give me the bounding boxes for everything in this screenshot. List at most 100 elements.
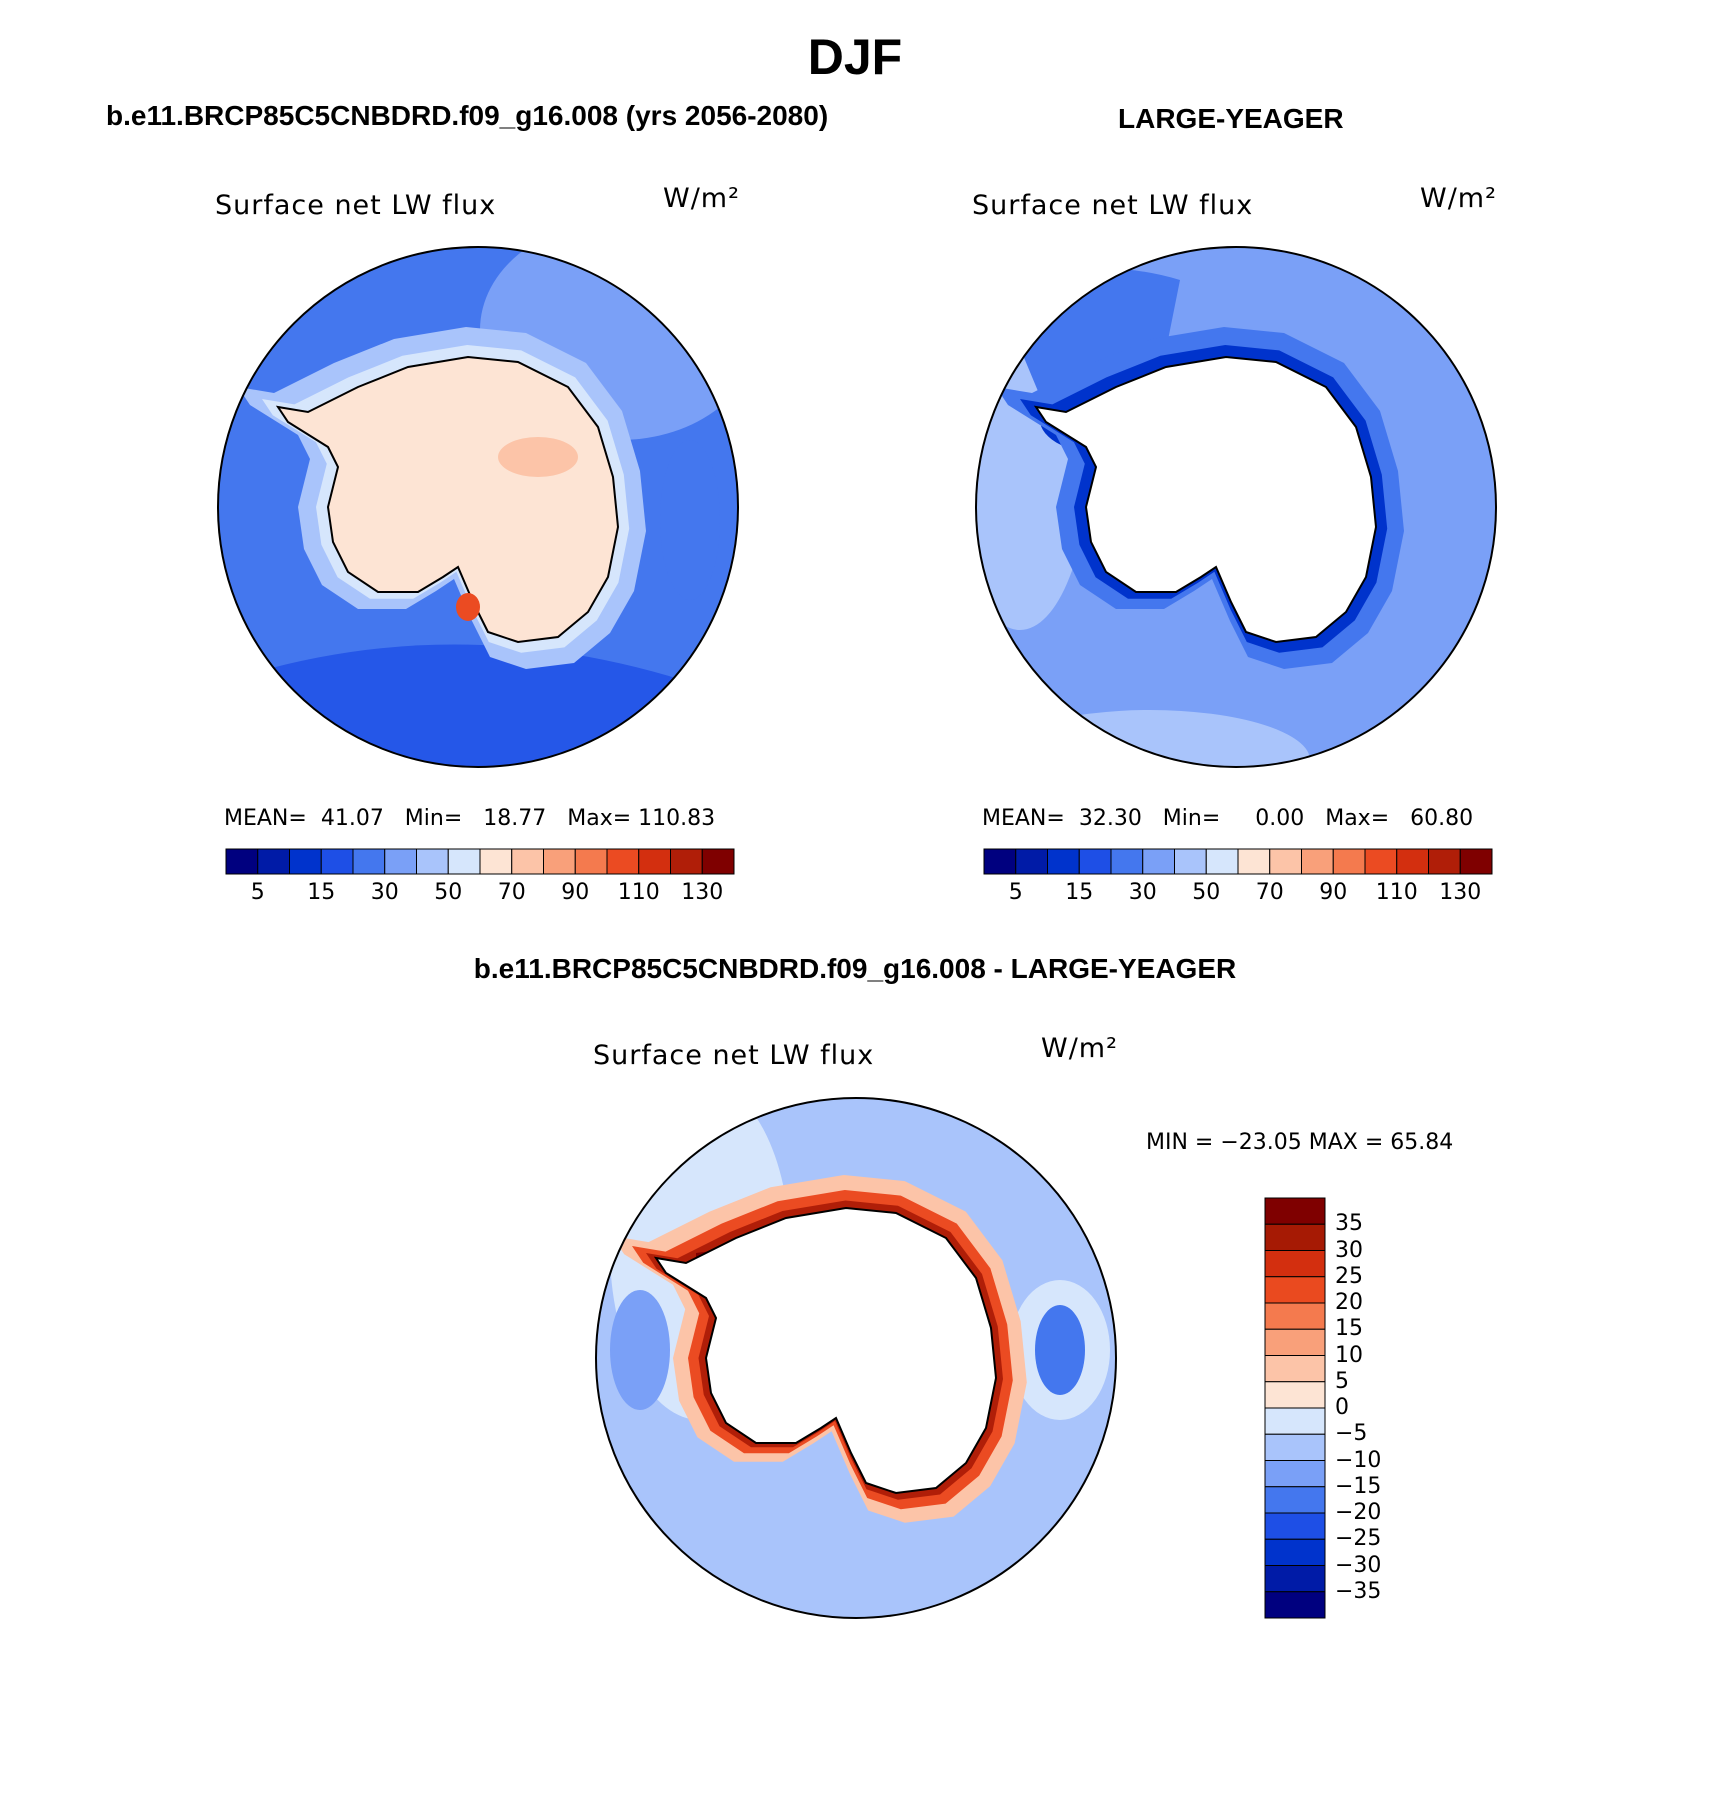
panel2-map-border	[975, 246, 1497, 768]
panel1-mean: 41.07	[320, 806, 384, 831]
panel3-colorbar-box	[1264, 1407, 1326, 1435]
panel1-colorbar-tick-label: 30	[370, 880, 399, 905]
panel1-colorbar-box	[416, 848, 449, 875]
panel2-case-title: LARGE-YEAGER	[1118, 103, 1344, 134]
panel1-colorbar-box	[670, 848, 703, 875]
panel3-colorbar-tick-label: −10	[1335, 1447, 1382, 1473]
panel3-colorbar-box	[1264, 1223, 1326, 1251]
panel3-colorbar-box	[1264, 1381, 1326, 1409]
panel1-colorbar-box	[384, 848, 417, 875]
panel2-colorbar-tick-label: 50	[1192, 880, 1221, 905]
panel1-colorbar-box	[543, 848, 576, 875]
panel3-colorbar-box	[1264, 1302, 1326, 1330]
panel1-colorbar-box	[511, 848, 544, 875]
panel3-colorbar-tick-label: 30	[1335, 1237, 1363, 1263]
panel3-colorbar-tick-label: −5	[1335, 1421, 1368, 1447]
panel1-colorbar-box	[352, 848, 386, 875]
panel1-colorbar-box	[479, 848, 513, 875]
panel1-colorbar-tick-label: 70	[497, 880, 526, 905]
panel2-colorbar-box	[1396, 848, 1429, 875]
panel3-colorbar-box	[1264, 1355, 1326, 1383]
panel2-colorbar-box	[1237, 848, 1271, 875]
panel2-min-label: Min=	[1162, 806, 1221, 831]
panel1-map-border	[217, 246, 739, 768]
panel2-colorbar-box	[1364, 848, 1398, 875]
panel3-colorbar-box	[1264, 1591, 1326, 1619]
panel2-colorbar-tick-label: 70	[1255, 880, 1284, 905]
panel3-units: W/m²	[1041, 1033, 1118, 1064]
panel1-colorbar-tick-label: 90	[561, 880, 590, 905]
panel2-max: 60.80	[1410, 806, 1474, 831]
panel1-max: 110.83	[638, 806, 716, 831]
panel1-colorbar	[225, 848, 735, 875]
panel2-colorbar-tick-label: 30	[1128, 880, 1157, 905]
panel2-units: W/m²	[1420, 183, 1497, 214]
panel2-colorbar	[983, 848, 1493, 875]
panel2-colorbar-box	[1142, 848, 1175, 875]
panel3-colorbar-box	[1264, 1433, 1326, 1461]
panel1-colorbar-box	[638, 848, 671, 875]
panel3-colorbar-tick-label: 5	[1335, 1368, 1349, 1394]
panel2-mean-label: MEAN=	[982, 806, 1065, 831]
panel3-minmax: MIN = −23.05 MAX = 65.84	[1146, 1130, 1454, 1155]
panel3-colorbar-box	[1264, 1250, 1326, 1278]
panel1-colorbar-box	[701, 848, 735, 875]
panel2-colorbar-box	[1301, 848, 1334, 875]
panel1-colorbar-box	[447, 848, 481, 875]
panel3-variable-title: Surface net LW flux	[593, 1040, 875, 1071]
panel2-colorbar-box	[983, 848, 1017, 875]
panel1-max-label: Max=	[567, 806, 632, 831]
panel3-colorbar-tick-label: −30	[1335, 1552, 1382, 1578]
panel3-colorbar-tick-label: 20	[1335, 1290, 1363, 1315]
panel2-colorbar-box	[1047, 848, 1080, 875]
panel2-colorbar-tick-label: 130	[1439, 880, 1482, 905]
page-title: DJF	[807, 29, 903, 85]
panel1-colorbar-tick-label: 130	[681, 880, 724, 905]
panel3-colorbar	[1264, 1197, 1326, 1619]
panel1-colorbar-box	[574, 848, 608, 875]
panel3-colorbar-tick-label: 0	[1335, 1395, 1349, 1420]
panel1-colorbar-box	[320, 848, 354, 875]
panel1-variable-title: Surface net LW flux	[215, 190, 497, 221]
panel2-colorbar-box	[1174, 848, 1207, 875]
panel3-colorbar-tick-label: 25	[1335, 1263, 1363, 1289]
panel2-colorbar-box	[1078, 848, 1112, 875]
panel2-colorbar-box	[1015, 848, 1048, 875]
panel2-mean: 32.30	[1078, 806, 1142, 831]
panel1-colorbar-box	[257, 848, 290, 875]
panel2-colorbar-box	[1459, 848, 1493, 875]
panel3-colorbar-tick-label: 10	[1335, 1342, 1363, 1368]
panel3-colorbar-tick-label: 15	[1335, 1316, 1363, 1342]
panel1-min-label: Min=	[404, 806, 463, 831]
panel2-colorbar-tick-label: 110	[1375, 880, 1418, 905]
panel3-colorbar-box	[1264, 1512, 1326, 1540]
panel1-colorbar-box	[289, 848, 322, 875]
panel2-colorbar-tick-label: 90	[1319, 880, 1348, 905]
panel2-colorbar-box	[1332, 848, 1366, 875]
panel2-min: 0.00	[1255, 806, 1305, 831]
panel2-variable-title: Surface net LW flux	[972, 190, 1254, 221]
panel3-colorbar-box	[1264, 1197, 1326, 1225]
panel1-colorbar-box	[606, 848, 640, 875]
panel3-case-title: b.e11.BRCP85C5CNBDRD.f09_g16.008 - LARGE…	[473, 953, 1237, 984]
panel2-colorbar-box	[1428, 848, 1461, 875]
panel1-stats: MEAN= 41.07 Min= 18.77 Max= 110.83	[224, 806, 715, 831]
panel1-case-title: b.e11.BRCP85C5CNBDRD.f09_g16.008 (yrs 20…	[106, 100, 829, 131]
panel1-mean-label: MEAN=	[224, 806, 307, 831]
panel3-colorbar-tick-label: −15	[1335, 1473, 1382, 1499]
panel1-min: 18.77	[483, 806, 547, 831]
panel2-colorbar-box	[1110, 848, 1144, 875]
panel1-colorbar-tick-label: 50	[434, 880, 463, 905]
panel3-colorbar-tick-label: −35	[1335, 1578, 1382, 1604]
panel3-colorbar-box	[1264, 1538, 1326, 1566]
panel2-map	[976, 247, 1496, 767]
panel3-colorbar-box	[1264, 1486, 1326, 1514]
panel3-colorbar-box	[1264, 1328, 1326, 1356]
panel3-colorbar-box	[1264, 1460, 1326, 1488]
panel1-colorbar-tick-label: 5	[250, 880, 265, 905]
panel3-colorbar-tick-label: −20	[1335, 1500, 1382, 1525]
panel2-colorbar-tick-label: 15	[1065, 880, 1094, 905]
panel2-max-label: Max=	[1325, 806, 1390, 831]
panel3-map	[596, 1098, 1116, 1618]
